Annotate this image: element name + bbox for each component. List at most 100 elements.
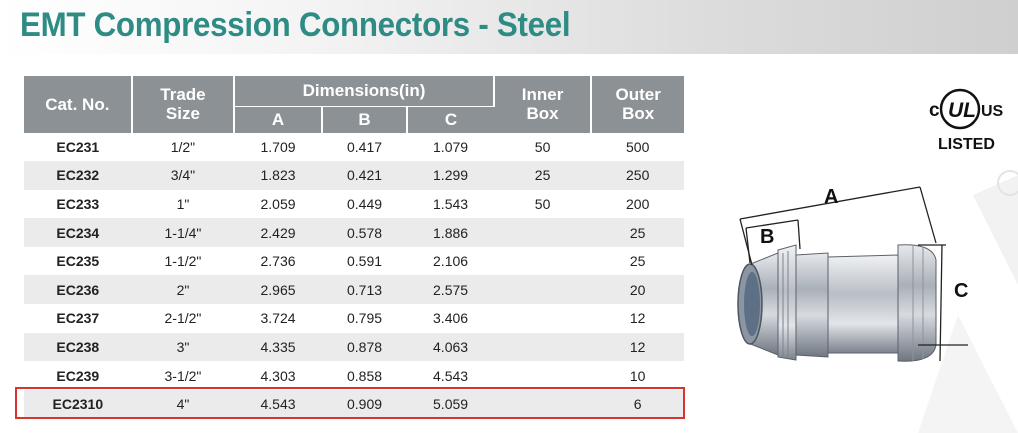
cell-outer: 6 [591, 389, 684, 419]
outer-label: Outer [615, 85, 661, 105]
cell-c: 1.886 [407, 218, 494, 247]
cell-outer: 12 [591, 304, 684, 333]
col-header-cat-no: Cat. No. [24, 76, 133, 133]
dimension-b-label: B [760, 226, 774, 248]
cell-c: 1.079 [407, 132, 494, 162]
cell-b: 0.878 [321, 332, 408, 362]
cell-inner [493, 275, 592, 305]
dimension-a-label: A [824, 186, 838, 208]
col-header-inner-box: Inner Box [493, 76, 593, 133]
size-label: Size [165, 104, 200, 124]
cell-b: 0.713 [321, 275, 408, 305]
title-bar: EMT Compression Connectors - Steel [0, 0, 1018, 54]
cell-outer: 25 [591, 218, 684, 247]
cell-a: 1.823 [234, 161, 322, 190]
cell-a: 2.429 [234, 218, 322, 247]
cell-inner [493, 332, 592, 362]
cell-outer: 10 [591, 361, 684, 390]
cell-b: 0.578 [321, 218, 408, 247]
highlighted-row-outline [15, 387, 685, 419]
ul-listed-logo: c UL US LISTED [929, 88, 1004, 153]
cell-size: 1-1/4" [131, 218, 235, 247]
col-header-dimensions: Dimensions(in) [234, 76, 495, 106]
cell-b: 0.909 [321, 389, 408, 419]
cell-cat: EC231 [24, 132, 132, 162]
ul-listed-text: LISTED [938, 136, 995, 153]
cell-cat: EC237 [24, 304, 132, 333]
cell-c: 5.059 [407, 389, 494, 419]
dimension-lines [739, 186, 968, 362]
cell-size: 1-1/2" [131, 246, 235, 276]
cell-inner [493, 218, 592, 247]
cell-a: 1.709 [234, 132, 322, 162]
cell-inner: 50 [493, 189, 592, 219]
table-row: EC239 3-1/2" 4.303 0.858 4.543 10 [24, 361, 684, 390]
cell-cat: EC239 [24, 361, 132, 390]
cell-a: 2.059 [234, 189, 322, 219]
cell-size: 1/2" [131, 132, 235, 162]
cell-b: 0.795 [321, 304, 408, 333]
outer-box-label: Box [622, 104, 655, 124]
cell-outer: 500 [591, 132, 684, 162]
cell-outer: 12 [591, 332, 684, 362]
cell-b: 0.417 [321, 132, 408, 162]
col-header-a: A [234, 105, 323, 133]
cell-size: 3-1/2" [131, 361, 235, 390]
table-row: EC235 1-1/2" 2.736 0.591 2.106 25 [24, 246, 684, 276]
table-row: EC237 2-1/2" 3.724 0.795 3.406 12 [24, 304, 684, 333]
col-header-c: C [407, 105, 494, 133]
cell-b: 0.591 [321, 246, 408, 276]
table-row: EC232 3/4" 1.823 0.421 1.299 25 250 [24, 161, 684, 190]
cell-b: 0.421 [321, 161, 408, 190]
cell-c: 3.406 [407, 304, 494, 333]
cell-b: 0.858 [321, 361, 408, 390]
ul-c-text: c [929, 100, 940, 121]
col-header-outer-box: Outer Box [591, 76, 684, 133]
col-header-b: B [321, 105, 409, 133]
cell-cat: EC2310 [24, 389, 132, 419]
page-title: EMT Compression Connectors - Steel [20, 6, 571, 44]
table-row: EC231 1/2" 1.709 0.417 1.079 50 500 [24, 132, 684, 162]
cell-size: 2-1/2" [131, 304, 235, 333]
watermark-shape [918, 315, 1018, 433]
cell-outer: 25 [591, 246, 684, 276]
watermark-shape [973, 175, 1018, 285]
connector-diagram: A B C [737, 170, 1018, 433]
table-row: EC234 1-1/4" 2.429 0.578 1.886 25 [24, 218, 684, 247]
cell-a: 3.724 [234, 304, 322, 333]
table-row: EC238 3" 4.335 0.878 4.063 12 [24, 332, 684, 362]
cell-inner [493, 361, 592, 390]
table-row: EC236 2" 2.965 0.713 2.575 20 [24, 275, 684, 305]
ul-us-text: US [981, 103, 1004, 120]
cell-c: 2.106 [407, 246, 494, 276]
table-row: EC2310 4" 4.543 0.909 5.059 6 [24, 389, 684, 419]
cell-cat: EC233 [24, 189, 132, 219]
cell-b: 0.449 [321, 189, 408, 219]
dimension-c-label: C [954, 280, 968, 302]
cell-c: 2.575 [407, 275, 494, 305]
cell-cat: EC232 [24, 161, 132, 190]
ul-mark-text: UL [948, 99, 976, 122]
cell-cat: EC234 [24, 218, 132, 247]
table-row: EC233 1" 2.059 0.449 1.543 50 200 [24, 189, 684, 219]
cell-cat: EC235 [24, 246, 132, 276]
cell-a: 4.303 [234, 361, 322, 390]
cell-outer: 250 [591, 161, 684, 190]
ul-circle [939, 88, 981, 130]
cell-a: 2.965 [234, 275, 322, 305]
inner-box-label: Box [526, 104, 559, 124]
cell-c: 1.543 [407, 189, 494, 219]
cell-size: 1" [131, 189, 235, 219]
cell-inner: 50 [493, 132, 592, 162]
trade-label: Trade [160, 85, 206, 105]
cell-c: 1.299 [407, 161, 494, 190]
cell-size: 4" [131, 389, 235, 419]
spec-table: Cat. No. Trade Size Dimensions(in) Inner… [24, 76, 684, 419]
cell-a: 4.543 [234, 389, 322, 419]
cell-inner [493, 246, 592, 276]
cell-inner [493, 304, 592, 333]
cell-c: 4.063 [407, 332, 494, 362]
cell-outer: 20 [591, 275, 684, 305]
cell-size: 3" [131, 332, 235, 362]
cell-a: 2.736 [234, 246, 322, 276]
